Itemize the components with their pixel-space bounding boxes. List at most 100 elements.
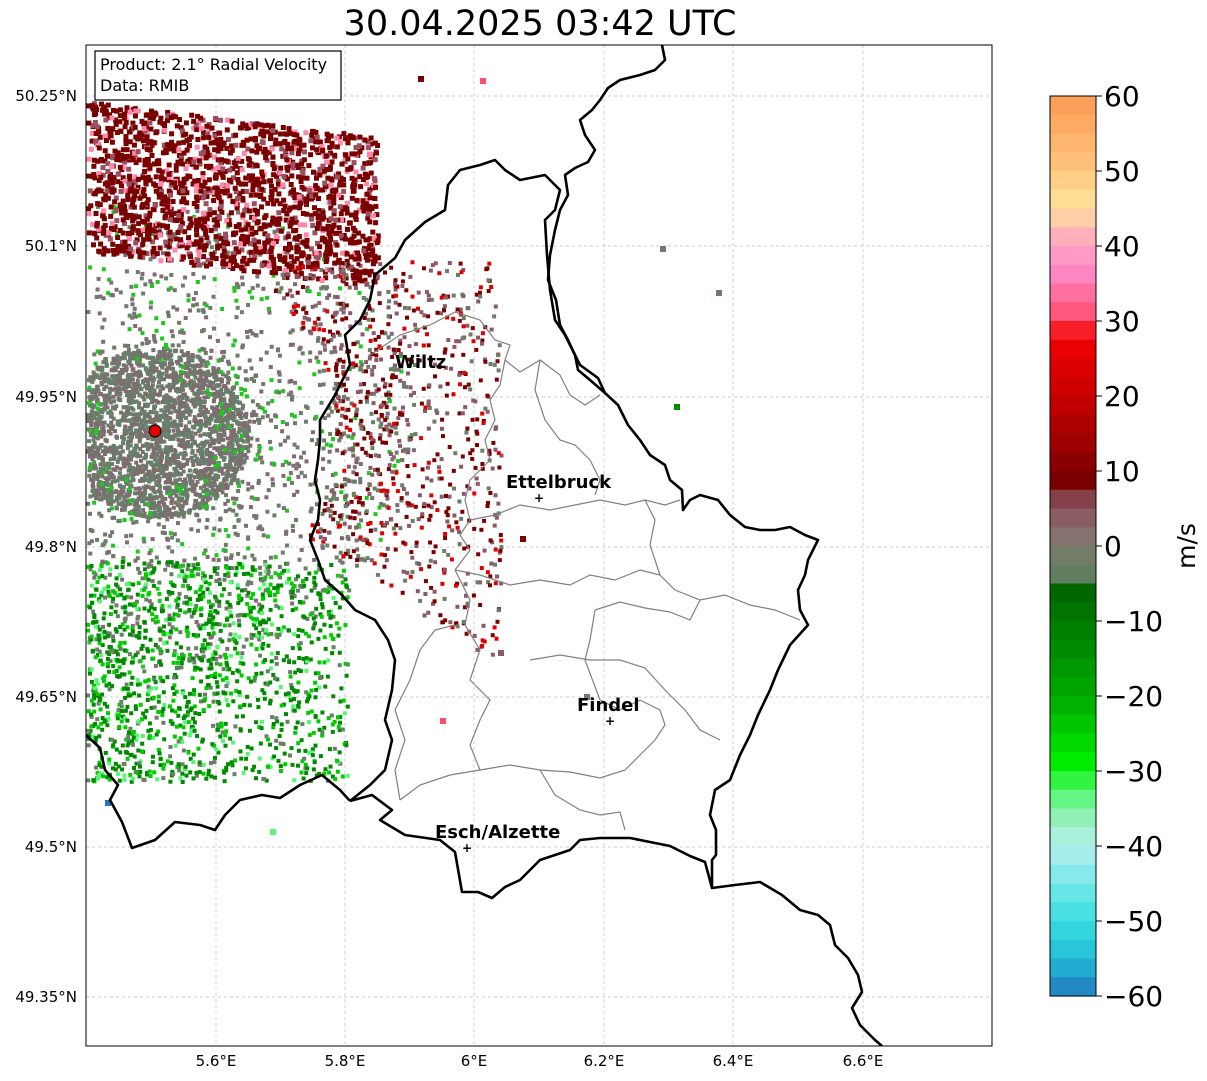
radar-echo-pixel xyxy=(247,419,252,424)
radar-echo-pixel xyxy=(212,410,217,415)
radar-echo-pixel xyxy=(358,480,363,485)
radar-echo-pixel xyxy=(313,303,318,308)
radar-echo-pixel xyxy=(164,459,169,464)
radar-echo-pixel xyxy=(90,411,95,416)
radar-echo-pixel xyxy=(389,331,394,336)
radar-echo-pixel xyxy=(112,345,117,350)
radar-echo-pixel xyxy=(180,511,185,515)
radar-echo-pixel xyxy=(367,207,372,213)
radar-echo-pixel xyxy=(234,170,240,176)
radar-echo-pixel xyxy=(382,427,387,432)
radar-echo-pixel xyxy=(154,159,160,164)
radar-echo-pixel xyxy=(277,390,281,395)
radar-echo-pixel xyxy=(165,201,170,207)
radar-echo-pixel xyxy=(420,467,425,472)
radar-echo-pixel xyxy=(344,251,350,257)
radar-echo-pixel xyxy=(241,241,247,247)
radar-echo-pixel xyxy=(290,524,295,528)
radar-echo-pixel xyxy=(233,224,239,229)
radar-echo-pixel xyxy=(170,404,174,408)
radar-echo-pixel xyxy=(178,125,184,131)
radar-echo-pixel xyxy=(110,155,116,161)
radar-echo-pixel xyxy=(103,445,108,450)
radar-echo-pixel xyxy=(110,226,116,232)
radar-echo-pixel xyxy=(264,495,269,500)
radar-echo-pixel xyxy=(132,450,137,454)
radar-echo-pixel xyxy=(89,396,94,400)
radar-echo-pixel xyxy=(287,163,293,169)
radar-echo-pixel xyxy=(298,411,303,415)
radar-echo-pixel xyxy=(217,170,223,176)
radar-echo-pixel xyxy=(220,490,225,495)
radar-echo-pixel xyxy=(135,248,141,254)
radar-echo-pixel xyxy=(329,443,333,448)
radar-echo-pixel xyxy=(398,338,403,343)
radar-echo-pixel xyxy=(195,280,200,284)
radar-echo-pixel xyxy=(240,196,246,201)
radar-echo-pixel xyxy=(268,439,272,444)
radar-echo-pixel xyxy=(352,177,358,183)
radar-echo-pixel xyxy=(191,272,196,276)
radar-echo-pixel xyxy=(136,157,142,163)
radar-echo-pixel xyxy=(268,194,274,200)
radar-echo-pixel xyxy=(270,128,276,133)
radar-echo-pixel xyxy=(204,363,209,368)
radar-echo-pixel xyxy=(169,410,174,415)
radar-echo-pixel xyxy=(133,558,138,563)
radar-echo-pixel xyxy=(90,409,95,414)
radar-echo-pixel xyxy=(277,353,282,358)
radar-echo-pixel xyxy=(153,339,158,344)
radar-echo-pixel xyxy=(142,162,148,168)
radar-echo-pixel xyxy=(181,491,185,496)
radar-echo-pixel xyxy=(259,186,265,192)
radar-echo-pixel xyxy=(143,491,148,496)
radar-echo-pixel xyxy=(297,265,303,271)
radar-echo-pixel xyxy=(243,369,248,374)
radar-echo-pixel xyxy=(158,358,163,363)
radar-echo-pixel xyxy=(194,222,200,228)
radar-echo-pixel xyxy=(153,475,158,479)
radar-echo-pixel xyxy=(246,444,251,449)
radar-echo-pixel xyxy=(101,339,106,344)
radar-echo-pixel xyxy=(169,436,174,441)
radar-echo-pixel xyxy=(169,272,174,277)
radar-echo-pixel xyxy=(159,372,164,377)
radar-echo-pixel xyxy=(157,479,162,483)
radar-echo-pixel xyxy=(198,407,203,412)
radar-echo-pixel xyxy=(147,210,153,216)
radar-echo-pixel xyxy=(197,161,203,167)
radar-echo-pixel xyxy=(194,646,199,651)
radar-echo-pixel xyxy=(179,242,185,248)
radar-echo-pixel xyxy=(114,250,120,256)
radar-echo-pixel xyxy=(370,248,376,254)
radar-echo-pixel xyxy=(165,453,170,458)
radar-echo-pixel xyxy=(192,441,197,446)
radar-echo-pixel xyxy=(146,231,152,237)
radar-echo-pixel xyxy=(167,422,171,427)
radar-echo-pixel xyxy=(295,462,300,467)
radar-echo-pixel xyxy=(160,336,165,341)
radar-echo-pixel xyxy=(298,534,303,539)
radar-echo-pixel xyxy=(351,275,357,281)
radar-echo-pixel xyxy=(180,383,184,388)
radar-echo-pixel xyxy=(356,253,362,259)
radar-echo-pixel xyxy=(131,520,136,525)
radar-echo-pixel xyxy=(155,586,160,591)
radar-echo-pixel xyxy=(245,222,251,228)
radar-echo-pixel xyxy=(158,181,164,187)
radar-echo-pixel xyxy=(218,136,224,142)
radar-echo-pixel xyxy=(158,389,163,394)
radar-echo-pixel xyxy=(378,537,383,542)
radar-echo-pixel xyxy=(263,409,267,414)
radar-echo-pixel xyxy=(222,577,227,582)
radar-echo-pixel xyxy=(145,496,150,501)
radar-echo-pixel xyxy=(208,163,214,169)
radar-echo-pixel xyxy=(120,500,125,505)
radar-echo-pixel xyxy=(108,449,113,454)
radar-echo-pixel xyxy=(364,181,369,187)
radar-echo-pixel xyxy=(292,492,296,497)
radar-echo-pixel xyxy=(292,129,298,135)
radar-echo-pixel xyxy=(95,436,100,441)
radar-echo-pixel xyxy=(140,463,145,468)
radar-echo-pixel xyxy=(202,219,208,225)
